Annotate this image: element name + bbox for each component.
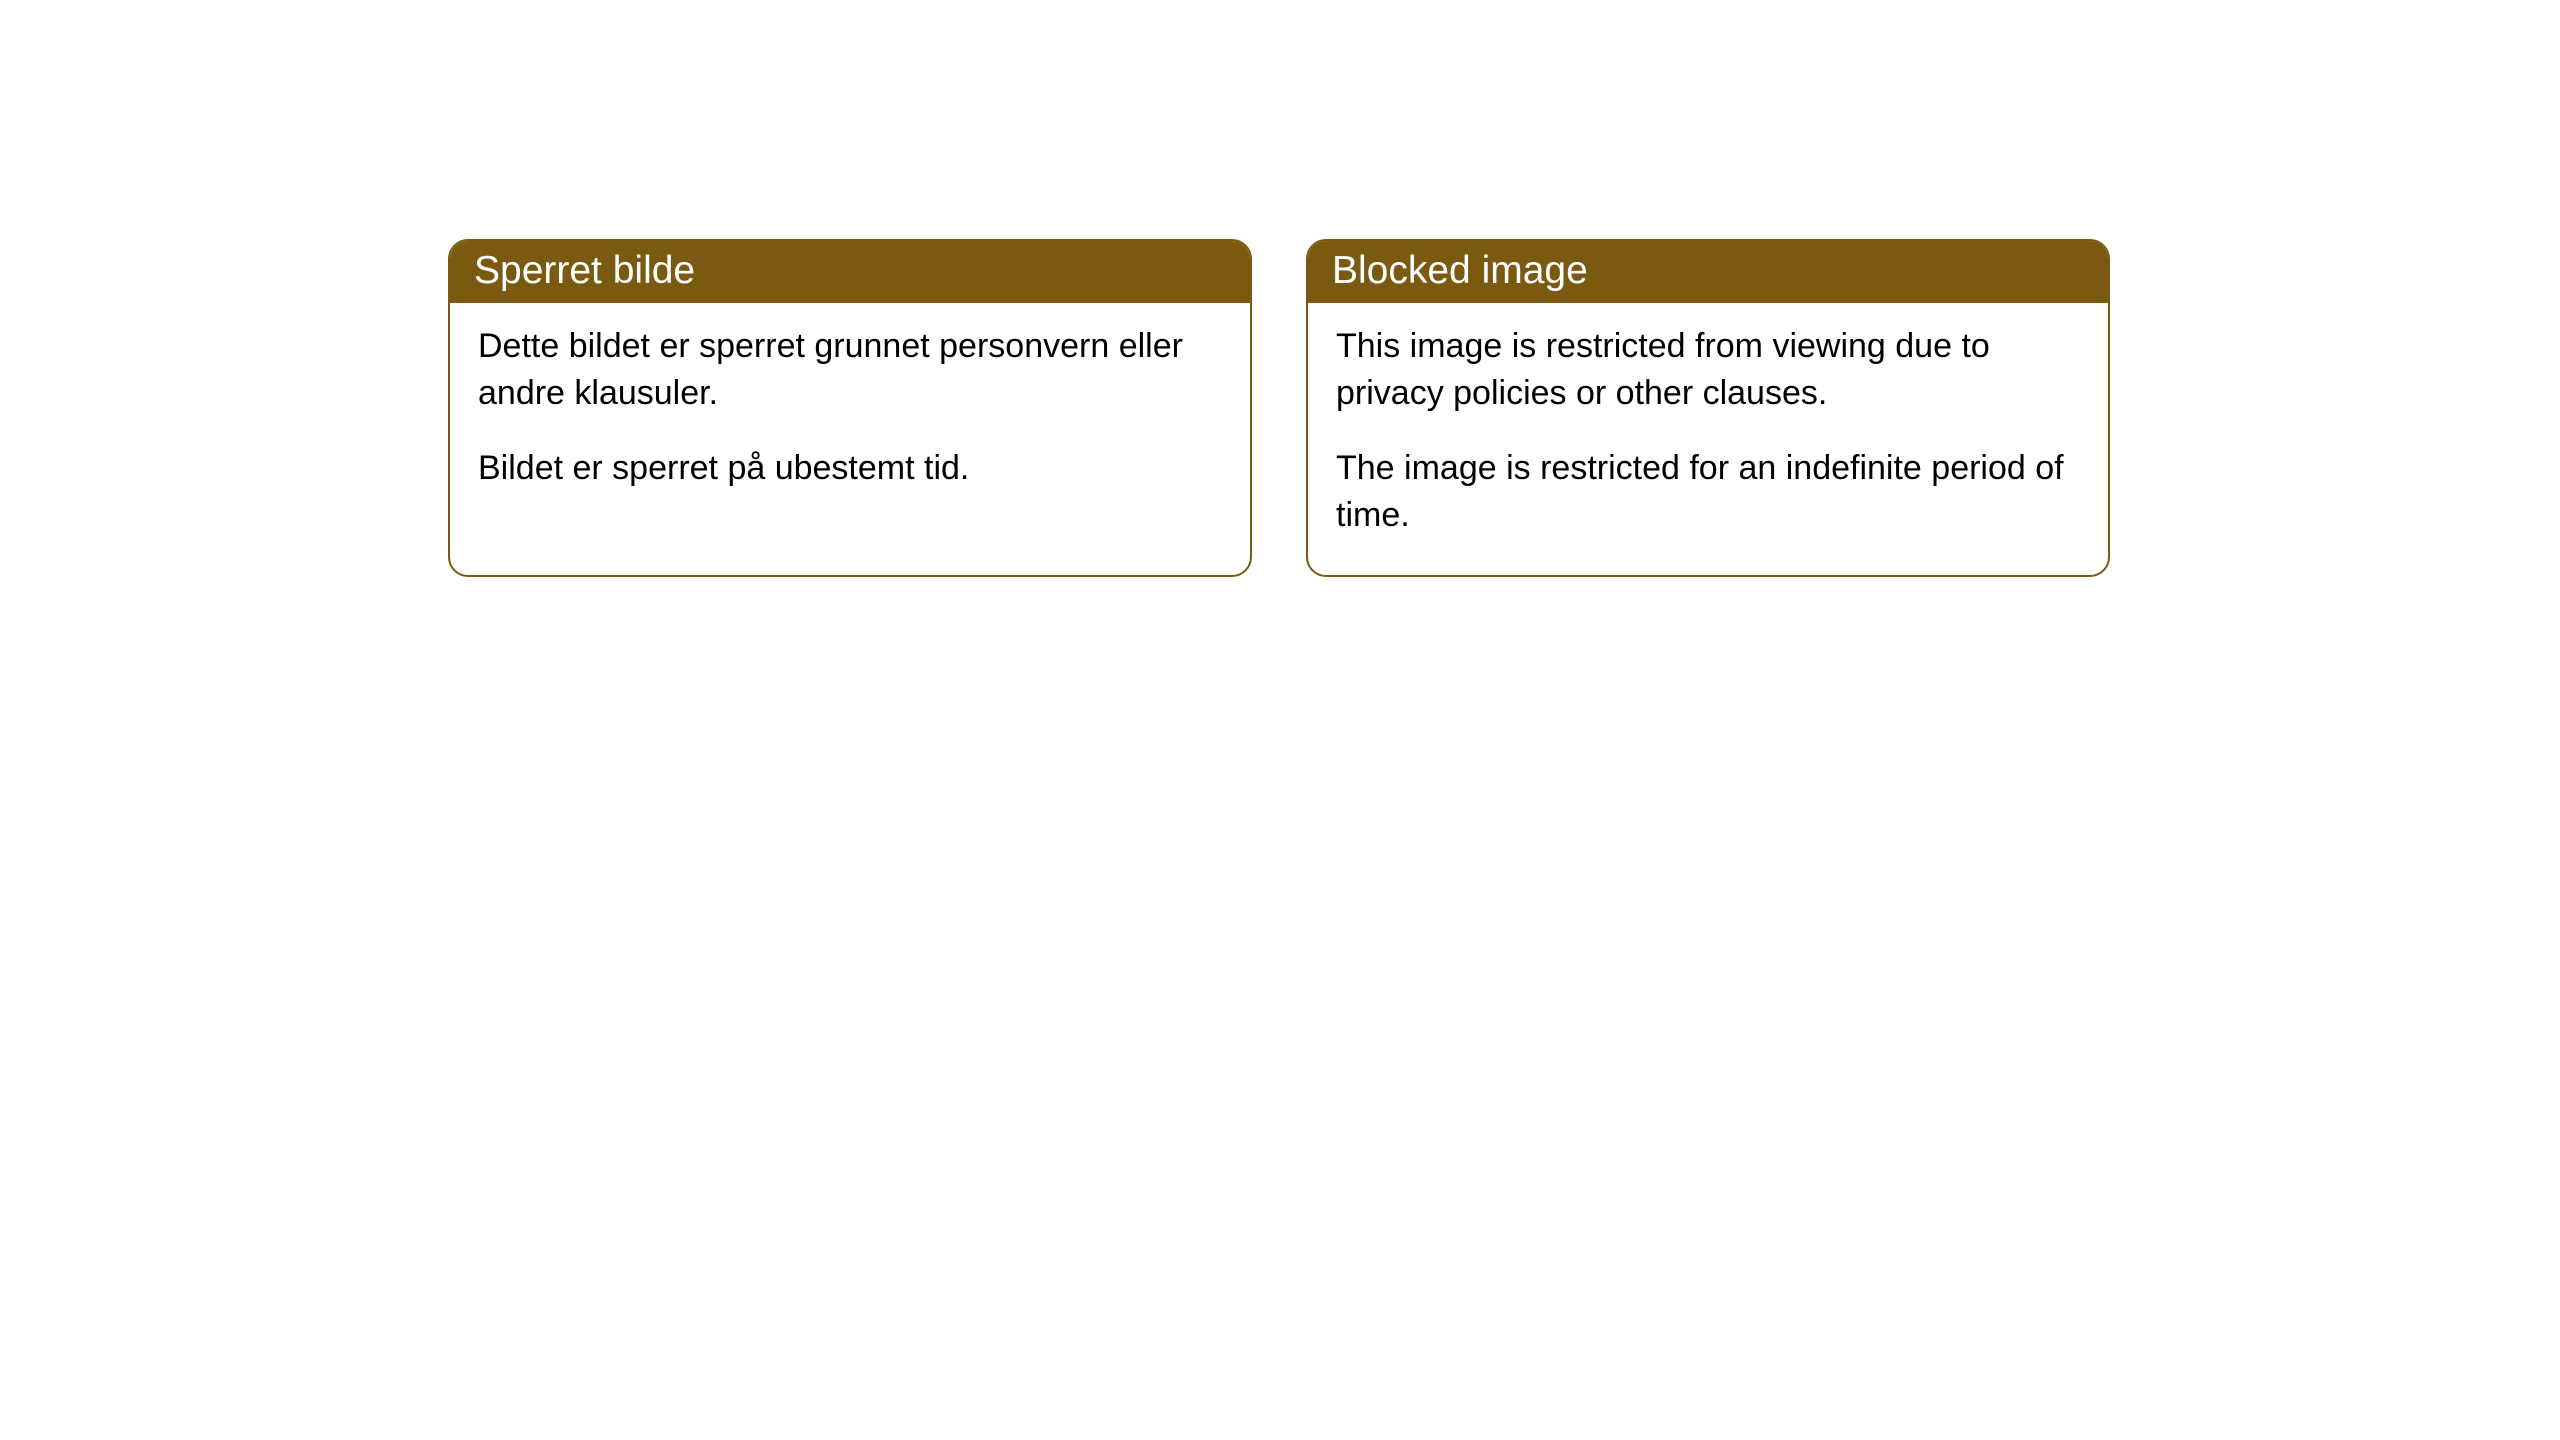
card-body-english: This image is restricted from viewing du…	[1308, 303, 2108, 575]
card-body-norwegian: Dette bildet er sperret grunnet personve…	[450, 303, 1250, 528]
blocked-image-card-english: Blocked image This image is restricted f…	[1306, 239, 2110, 577]
card-paragraph: This image is restricted from viewing du…	[1336, 323, 2080, 417]
card-title-english: Blocked image	[1308, 241, 2108, 303]
card-paragraph: The image is restricted for an indefinit…	[1336, 445, 2080, 539]
blocked-image-card-norwegian: Sperret bilde Dette bildet er sperret gr…	[448, 239, 1252, 577]
card-paragraph: Bildet er sperret på ubestemt tid.	[478, 445, 1222, 492]
notice-cards-container: Sperret bilde Dette bildet er sperret gr…	[448, 239, 2110, 577]
card-paragraph: Dette bildet er sperret grunnet personve…	[478, 323, 1222, 417]
card-title-norwegian: Sperret bilde	[450, 241, 1250, 303]
